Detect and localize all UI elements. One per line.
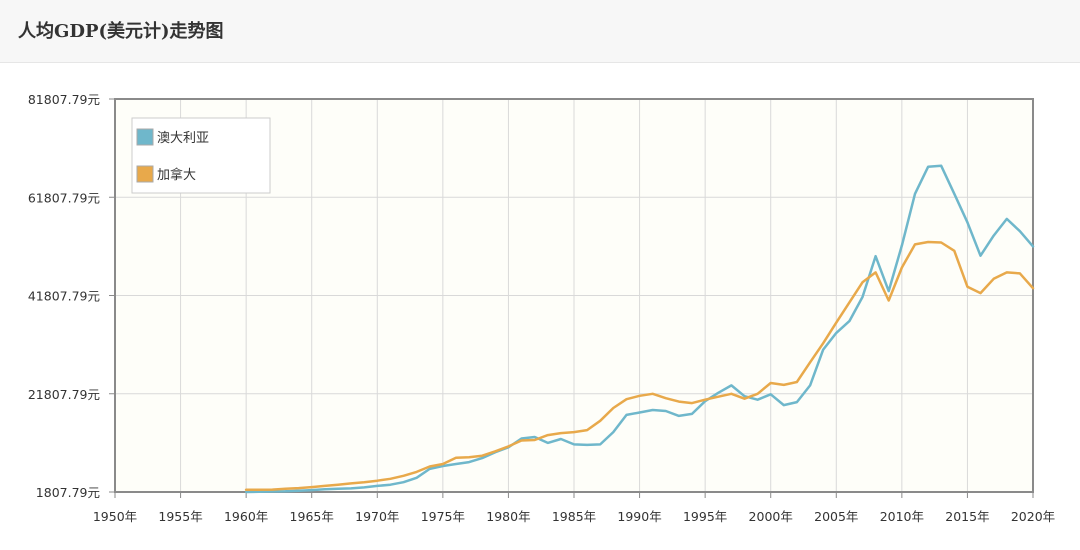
x-tick-label: 1985年 — [552, 509, 596, 524]
x-tick-label: 1980年 — [486, 509, 530, 524]
chart-header: 人均GDP(美元计)走势图 — [0, 0, 1080, 63]
x-axis: 1950年 1955年 1960年 1965年 1970年 1975年 1980年 1985年… — [93, 492, 1055, 524]
x-tick-label: 2020年 — [1011, 509, 1055, 524]
chart-title: 人均GDP(美元计)走势图 — [18, 21, 224, 42]
x-tick-label: 1965年 — [290, 509, 334, 524]
x-tick-label: 2005年 — [814, 509, 858, 524]
x-tick-label: 1995年 — [683, 509, 727, 524]
y-axis: 1807.79元 21807.79元 41807.79元 61807.79元 81807… — [28, 92, 115, 500]
series-layer — [244, 164, 1035, 494]
x-tick-label: 2015年 — [945, 509, 989, 524]
x-tick-label: 2000年 — [749, 509, 793, 524]
x-tick-label: 1955年 — [158, 509, 202, 524]
y-tick-label: 21807.79元 — [28, 387, 100, 402]
y-tick-label: 81807.79元 — [28, 92, 100, 107]
series-line-australia — [244, 164, 1035, 494]
x-tick-label: 1960年 — [224, 509, 268, 524]
y-tick-label: 41807.79元 — [28, 289, 100, 304]
x-tick-label: 2010年 — [880, 509, 924, 524]
series-line-canada — [244, 240, 1035, 492]
x-tick-label: 1990年 — [617, 509, 661, 524]
y-tick-label: 1807.79元 — [36, 485, 100, 500]
gdp-line-chart: 1807.79元 21807.79元 41807.79元 61807.79元 81807… — [28, 92, 1055, 524]
legend-label[interactable]: 澳大利亚 — [157, 130, 209, 146]
legend-swatch-australia — [136, 128, 154, 146]
legend-swatch-canada — [136, 165, 154, 183]
x-tick-label: 1975年 — [421, 509, 465, 524]
x-tick-label: 1950年 — [93, 509, 137, 524]
y-tick-label: 61807.79元 — [28, 190, 100, 205]
legend-box — [131, 117, 271, 194]
x-tick-label: 1970年 — [355, 509, 399, 524]
legend-label[interactable]: 加拿大 — [157, 167, 196, 183]
